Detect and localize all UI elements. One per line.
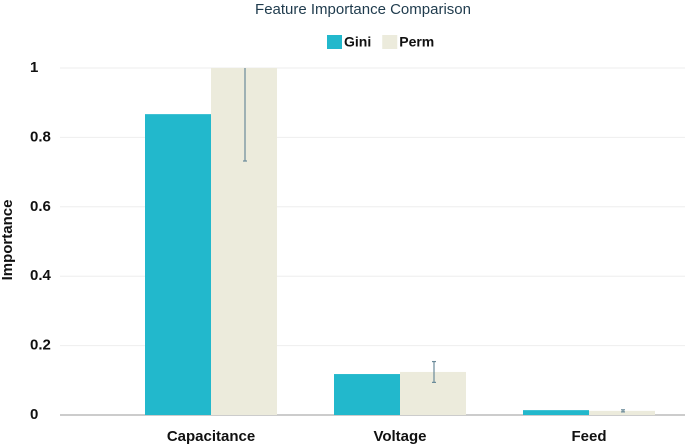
- y-tick-label: 0.6: [30, 198, 51, 215]
- bar: [211, 68, 277, 415]
- error-bar: [621, 409, 625, 413]
- bar: [523, 410, 589, 415]
- bar: [145, 114, 211, 415]
- plot-area: [145, 68, 655, 415]
- bar: [334, 374, 400, 415]
- y-tick-label: 0.8: [30, 128, 51, 145]
- legend-swatch: [382, 35, 398, 49]
- y-axis-title: Importance: [0, 200, 16, 281]
- error-bar: [432, 360, 436, 383]
- error-bar: [243, 68, 247, 162]
- legend-swatch: [327, 35, 342, 49]
- chart-title: Feature Importance Comparison: [255, 1, 471, 18]
- x-tick-label: Feed: [571, 428, 606, 445]
- legend-label: Gini: [344, 34, 371, 50]
- x-tick-label: Voltage: [373, 428, 426, 445]
- y-tick-label: 1: [30, 59, 38, 76]
- y-tick-label: 0.4: [30, 267, 52, 284]
- x-tick-label: Capacitance: [167, 428, 255, 445]
- bar: [400, 371, 466, 415]
- bar: [589, 410, 655, 415]
- y-tick-label: 0.2: [30, 337, 51, 354]
- y-tick-label: 0: [30, 406, 38, 423]
- legend-label: Perm: [399, 34, 434, 50]
